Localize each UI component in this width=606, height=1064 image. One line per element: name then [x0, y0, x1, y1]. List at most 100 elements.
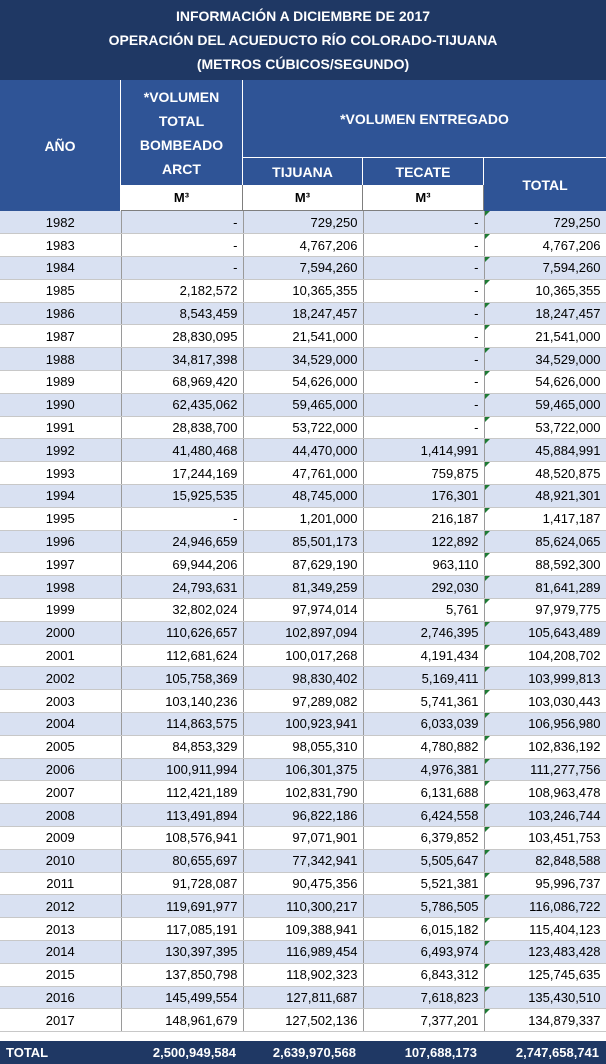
cell-tijuana[interactable]: 48,745,000: [243, 484, 364, 508]
cell-tecate[interactable]: 7,377,201: [363, 1008, 485, 1033]
cell-tecate[interactable]: 759,875: [363, 461, 485, 486]
cell-total[interactable]: 7,594,260: [484, 256, 606, 280]
cell-tijuana[interactable]: 54,626,000: [243, 370, 364, 394]
cell-tecate[interactable]: -: [363, 324, 485, 349]
header-total[interactable]: TOTAL: [484, 158, 606, 211]
cell-total[interactable]: 82,848,588: [484, 849, 606, 873]
cell-pumped[interactable]: 17,244,169: [121, 461, 244, 486]
cell-total[interactable]: 97,979,775: [484, 598, 606, 622]
cell-tijuana[interactable]: 97,289,082: [243, 689, 364, 714]
cell-total[interactable]: 18,247,457: [484, 302, 606, 326]
cell-year[interactable]: 1982: [0, 211, 122, 235]
cell-total[interactable]: 88,592,300: [484, 552, 606, 577]
cell-total[interactable]: 45,884,991: [484, 438, 606, 463]
cell-tecate[interactable]: 5,505,647: [363, 849, 485, 873]
cell-total[interactable]: 105,643,489: [484, 621, 606, 645]
cell-year[interactable]: 1989: [0, 370, 122, 394]
cell-total[interactable]: 54,626,000: [484, 370, 606, 394]
cell-total[interactable]: 123,483,428: [484, 940, 606, 964]
cell-total[interactable]: 135,430,510: [484, 986, 606, 1010]
cell-tecate[interactable]: 2,746,395: [363, 621, 485, 645]
cell-year[interactable]: 1996: [0, 530, 122, 554]
cell-year[interactable]: 2007: [0, 780, 122, 805]
totals-total[interactable]: 2,747,658,741: [515, 1045, 599, 1060]
cell-year[interactable]: 2015: [0, 963, 122, 987]
cell-total[interactable]: 85,624,065: [484, 530, 606, 554]
cell-pumped[interactable]: -: [121, 256, 244, 280]
cell-tijuana[interactable]: 53,722,000: [243, 416, 364, 440]
cell-total[interactable]: 729,250: [484, 211, 606, 235]
cell-tijuana[interactable]: 21,541,000: [243, 324, 364, 349]
cell-tijuana[interactable]: 90,475,356: [243, 872, 364, 896]
cell-year[interactable]: 2004: [0, 712, 122, 736]
cell-total[interactable]: 48,921,301: [484, 484, 606, 508]
cell-tecate[interactable]: 5,169,411: [363, 666, 485, 691]
cell-total[interactable]: 34,529,000: [484, 347, 606, 372]
cell-tecate[interactable]: 1,414,991: [363, 438, 485, 463]
cell-tijuana[interactable]: 109,388,941: [243, 917, 364, 941]
cell-year[interactable]: 1998: [0, 575, 122, 600]
cell-pumped[interactable]: 119,691,977: [121, 894, 244, 919]
cell-tijuana[interactable]: 96,822,186: [243, 803, 364, 828]
cell-total[interactable]: 104,208,702: [484, 644, 606, 668]
cell-tecate[interactable]: -: [363, 302, 485, 326]
cell-pumped[interactable]: 100,911,994: [121, 758, 244, 782]
cell-tecate[interactable]: 6,424,558: [363, 803, 485, 828]
totals-label[interactable]: TOTAL: [6, 1045, 49, 1060]
cell-tecate[interactable]: 5,521,381: [363, 872, 485, 896]
cell-pumped[interactable]: 24,793,631: [121, 575, 244, 600]
cell-year[interactable]: 1993: [0, 461, 122, 486]
cell-tecate[interactable]: 292,030: [363, 575, 485, 600]
totals-tecate[interactable]: 107,688,173: [404, 1045, 477, 1060]
header-delivered-volume[interactable]: *VOLUMEN ENTREGADO: [243, 80, 606, 158]
cell-year[interactable]: 2001: [0, 644, 122, 668]
cell-tijuana[interactable]: 100,923,941: [243, 712, 364, 736]
cell-tijuana[interactable]: 59,465,000: [243, 393, 364, 417]
cell-pumped[interactable]: 69,944,206: [121, 552, 244, 577]
cell-pumped[interactable]: 32,802,024: [121, 598, 244, 622]
cell-total[interactable]: 4,767,206: [484, 233, 606, 258]
cell-year[interactable]: 1986: [0, 302, 122, 326]
cell-tecate[interactable]: 5,761: [363, 598, 485, 622]
cell-tijuana[interactable]: 1,201,000: [243, 507, 364, 531]
cell-pumped[interactable]: -: [121, 211, 244, 235]
cell-tecate[interactable]: -: [363, 393, 485, 417]
cell-total[interactable]: 102,836,192: [484, 735, 606, 759]
cell-pumped[interactable]: 113,491,894: [121, 803, 244, 828]
cell-pumped[interactable]: 110,626,657: [121, 621, 244, 645]
cell-tecate[interactable]: 6,493,974: [363, 940, 485, 964]
cell-year[interactable]: 2012: [0, 894, 122, 919]
cell-pumped[interactable]: 103,140,236: [121, 689, 244, 714]
cell-pumped[interactable]: 8,543,459: [121, 302, 244, 326]
totals-tijuana[interactable]: 2,639,970,568: [272, 1045, 356, 1060]
cell-total[interactable]: 106,956,980: [484, 712, 606, 736]
cell-tecate[interactable]: -: [363, 233, 485, 258]
cell-total[interactable]: 108,963,478: [484, 780, 606, 805]
cell-year[interactable]: 2017: [0, 1008, 122, 1033]
cell-pumped[interactable]: 91,728,087: [121, 872, 244, 896]
cell-tijuana[interactable]: 18,247,457: [243, 302, 364, 326]
cell-year[interactable]: 1987: [0, 324, 122, 349]
cell-tecate[interactable]: 963,110: [363, 552, 485, 577]
cell-pumped[interactable]: 117,085,191: [121, 917, 244, 941]
cell-tecate[interactable]: -: [363, 211, 485, 235]
cell-tijuana[interactable]: 106,301,375: [243, 758, 364, 782]
cell-total[interactable]: 103,451,753: [484, 826, 606, 850]
cell-year[interactable]: 2014: [0, 940, 122, 964]
cell-tecate[interactable]: 5,741,361: [363, 689, 485, 714]
cell-tijuana[interactable]: 7,594,260: [243, 256, 364, 280]
cell-year[interactable]: 1994: [0, 484, 122, 508]
cell-tecate[interactable]: 6,843,312: [363, 963, 485, 987]
cell-pumped[interactable]: 84,853,329: [121, 735, 244, 759]
cell-year[interactable]: 2006: [0, 758, 122, 782]
cell-tijuana[interactable]: 110,300,217: [243, 894, 364, 919]
cell-year[interactable]: 2011: [0, 872, 122, 896]
cell-pumped[interactable]: 24,946,659: [121, 530, 244, 554]
cell-tijuana[interactable]: 102,897,094: [243, 621, 364, 645]
cell-total[interactable]: 53,722,000: [484, 416, 606, 440]
cell-tijuana[interactable]: 85,501,173: [243, 530, 364, 554]
cell-tijuana[interactable]: 118,902,323: [243, 963, 364, 987]
cell-year[interactable]: 2010: [0, 849, 122, 873]
cell-tijuana[interactable]: 116,989,454: [243, 940, 364, 964]
cell-tijuana[interactable]: 10,365,355: [243, 279, 364, 303]
